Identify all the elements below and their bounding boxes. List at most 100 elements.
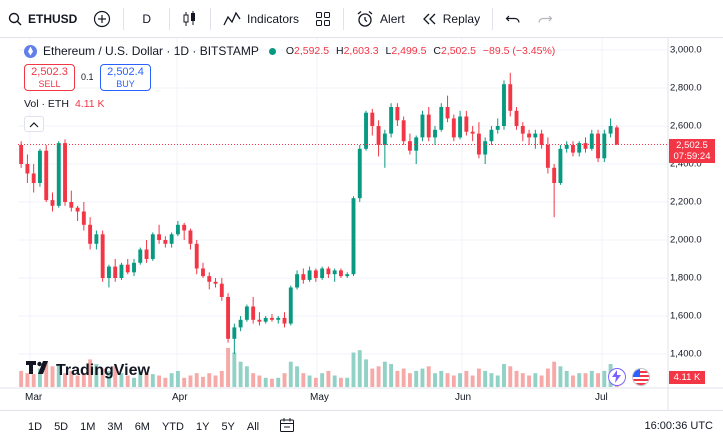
volume-bar <box>213 375 218 387</box>
candle-body <box>301 274 306 280</box>
candle-body <box>219 283 224 297</box>
divider <box>492 7 494 30</box>
divider <box>343 7 345 30</box>
candle <box>464 110 469 136</box>
candle <box>106 264 111 288</box>
volume-bar <box>301 373 306 387</box>
price-axis-label: 1,600.0 <box>670 310 702 322</box>
volume-bar <box>426 366 431 387</box>
collapse-legend-button[interactable] <box>24 116 44 132</box>
volume-bar <box>257 375 262 387</box>
range-1y[interactable]: 1Y <box>195 420 210 433</box>
candle <box>282 312 287 328</box>
price-change: −89.5 (−3.45%) <box>482 45 556 57</box>
redo-icon <box>537 12 553 26</box>
candle-body <box>50 200 55 206</box>
range-5d[interactable]: 5D <box>54 420 69 433</box>
volume-bar <box>138 370 143 387</box>
candle-body <box>19 145 24 164</box>
volume-bar <box>94 364 99 387</box>
symbol-legend[interactable]: Ethereum / U.S. Dollar · 1D · BITSTAMP O… <box>24 44 559 58</box>
candle <box>389 103 394 138</box>
candle <box>219 278 224 301</box>
current-price-value: 2,502.5 <box>676 140 708 151</box>
range-1d[interactable]: 1D <box>28 420 43 433</box>
volume-bar <box>270 378 274 387</box>
range-1m[interactable]: 1M <box>80 420 96 433</box>
volume-bar <box>351 352 356 387</box>
range-6m[interactable]: 6M <box>134 420 150 433</box>
candle <box>614 125 619 146</box>
volume-legend[interactable]: Vol · ETH 4.11 K <box>24 98 105 110</box>
volume-bar <box>558 366 563 387</box>
candle <box>339 268 343 278</box>
candle <box>69 190 74 212</box>
volume-bar <box>307 375 312 387</box>
volume-bar <box>56 364 61 387</box>
range-all[interactable]: All <box>246 420 260 433</box>
undo-button[interactable] <box>497 0 529 38</box>
candle <box>263 316 268 324</box>
buy-button[interactable]: 2,502.4 BUY <box>100 64 151 91</box>
volume-bar <box>326 370 331 387</box>
candle-body <box>282 317 287 324</box>
candle <box>257 312 262 326</box>
utc-clock[interactable]: 16:00:36 UTC <box>644 420 713 432</box>
lightning-icon[interactable] <box>608 368 626 386</box>
interval-button[interactable]: D <box>128 0 165 38</box>
volume-bar <box>81 373 86 387</box>
alert-button[interactable]: Alert <box>348 0 413 38</box>
candle-body <box>251 306 256 320</box>
replay-button[interactable]: Replay <box>413 0 488 38</box>
sell-label: SELL <box>38 78 61 89</box>
tradingview-logo[interactable]: TradingView <box>26 361 150 380</box>
layouts-button[interactable] <box>307 0 339 38</box>
candle <box>451 114 456 142</box>
volume-bar <box>489 373 494 387</box>
tradingview-logo-text: TradingView <box>56 361 150 379</box>
candle <box>226 293 231 343</box>
indicators-button[interactable]: Indicators <box>215 0 307 38</box>
range-3m[interactable]: 3M <box>107 420 123 433</box>
redo-button[interactable] <box>529 0 561 38</box>
range-5y[interactable]: 5Y <box>221 420 235 433</box>
chart-type-button[interactable] <box>174 0 206 38</box>
candle-body <box>614 127 619 145</box>
buy-label: BUY <box>116 78 135 89</box>
candles-icon <box>182 10 198 28</box>
range-ytd[interactable]: YTD <box>161 420 184 433</box>
candle <box>489 126 494 145</box>
candle-body <box>150 234 155 259</box>
candle-body <box>313 270 318 278</box>
candle <box>125 259 130 275</box>
volume-bar <box>514 370 519 387</box>
symbol-search[interactable]: ETHUSD <box>0 0 85 38</box>
sell-button[interactable]: 2,502.3 SELL <box>24 64 75 91</box>
candle <box>194 240 199 275</box>
volume-bar <box>182 377 187 387</box>
candle-body <box>295 274 299 288</box>
candle <box>88 217 93 250</box>
candle-body <box>244 306 249 320</box>
price-axis-label: 1,800.0 <box>670 272 702 284</box>
candle <box>251 297 256 324</box>
compare-symbol-button[interactable] <box>85 0 119 38</box>
candle <box>564 141 569 153</box>
candle <box>169 232 174 248</box>
candle <box>100 230 105 282</box>
candle <box>357 145 362 202</box>
volume-bar <box>44 361 49 387</box>
volume-bar <box>420 368 425 387</box>
tradingview-logo-icon <box>26 361 52 380</box>
goto-date-button[interactable] <box>279 417 295 436</box>
candle-body <box>495 126 500 130</box>
volume-bar <box>345 377 350 387</box>
price-axis-label: 2,200.0 <box>670 196 702 208</box>
candle <box>426 107 431 142</box>
bar-countdown: 07:59:24 <box>673 151 711 162</box>
candle <box>445 95 450 123</box>
candle-body <box>527 133 532 138</box>
candle-body <box>25 164 30 174</box>
candle <box>433 126 437 145</box>
